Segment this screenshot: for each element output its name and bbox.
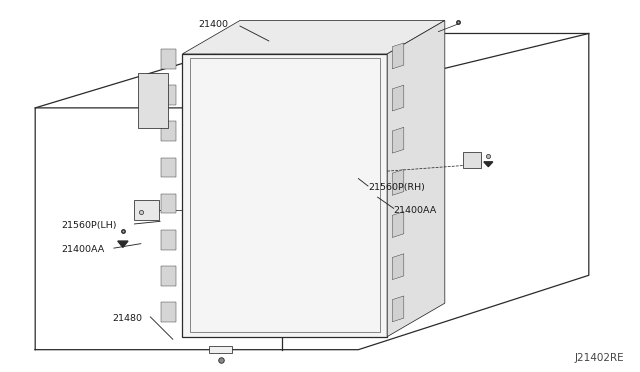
Polygon shape [392, 85, 404, 111]
Text: 21400AA: 21400AA [61, 245, 104, 254]
Text: 21560P(LH): 21560P(LH) [61, 221, 116, 230]
Polygon shape [161, 121, 176, 141]
Polygon shape [161, 85, 176, 105]
Polygon shape [392, 169, 404, 195]
Polygon shape [392, 254, 404, 280]
Polygon shape [161, 302, 176, 322]
Polygon shape [161, 230, 176, 250]
Polygon shape [392, 127, 404, 153]
Polygon shape [484, 162, 493, 167]
Text: 21560P(RH): 21560P(RH) [368, 183, 425, 192]
Polygon shape [118, 241, 128, 247]
Polygon shape [161, 49, 176, 69]
Polygon shape [161, 266, 176, 286]
Polygon shape [161, 158, 176, 177]
Polygon shape [138, 73, 168, 128]
Polygon shape [182, 54, 387, 337]
Polygon shape [182, 20, 445, 54]
Polygon shape [392, 212, 404, 237]
Polygon shape [209, 346, 232, 353]
Text: J21402RE: J21402RE [574, 353, 624, 363]
Text: 21480: 21480 [112, 314, 142, 323]
Text: 21400AA: 21400AA [394, 206, 437, 215]
Polygon shape [392, 43, 404, 69]
Polygon shape [463, 152, 481, 168]
Polygon shape [134, 200, 159, 220]
Text: 21400: 21400 [198, 20, 228, 29]
Polygon shape [161, 194, 176, 214]
Polygon shape [387, 20, 445, 337]
Polygon shape [392, 296, 404, 322]
